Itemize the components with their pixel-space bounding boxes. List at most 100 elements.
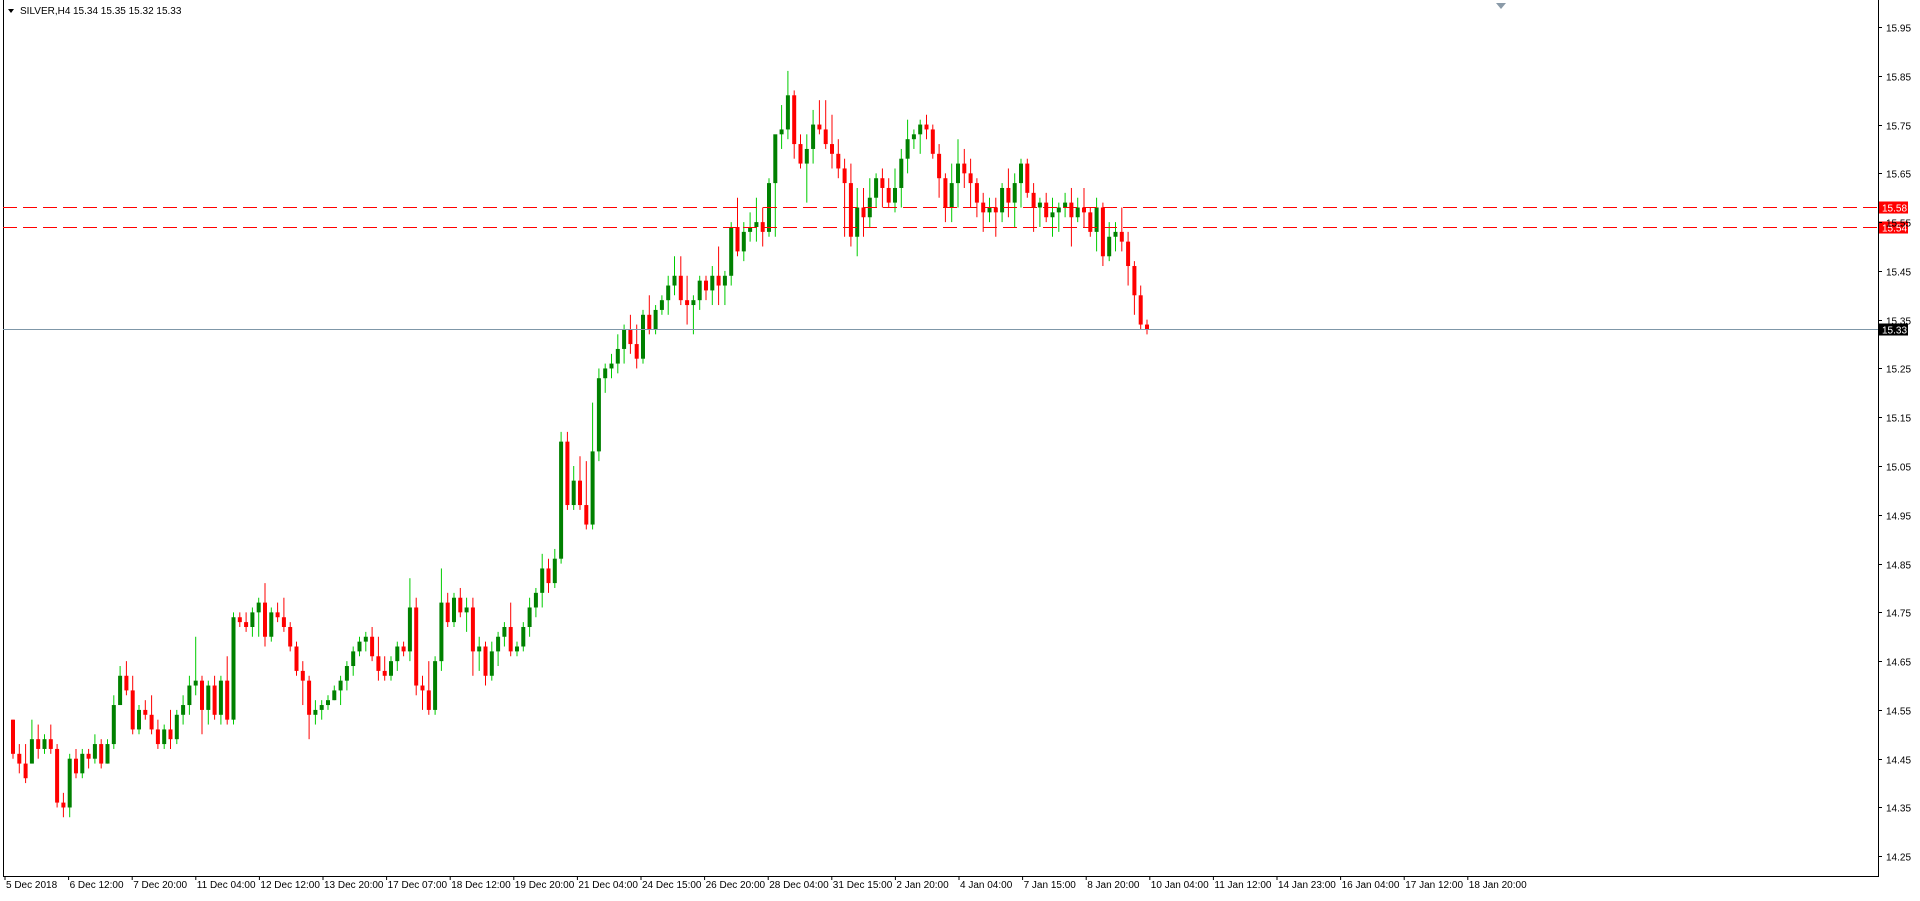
candle-body [792,95,797,145]
candle [496,631,501,667]
candle [357,636,362,657]
candle [181,695,186,725]
candle-body [80,753,85,774]
candle [937,144,942,198]
candle [326,695,330,710]
candle-body [817,124,822,130]
candle [29,719,34,764]
candle-body [571,480,576,506]
candle-body [697,280,702,301]
candle-body [344,666,349,681]
candle-body [1044,202,1049,218]
candle-body [659,300,664,310]
time-tick-label: 4 Jan 04:00 [960,880,1013,891]
candle [785,70,790,140]
time-tick-label: 8 Jan 20:00 [1087,880,1140,891]
candle [401,641,406,657]
candle [811,109,816,164]
candle-body [974,183,979,203]
candle [804,134,809,203]
candle [1119,207,1124,252]
candle-body [760,222,765,232]
candle-body [704,280,708,291]
candle-body [1063,202,1068,208]
chart-shift-marker-icon[interactable] [1496,3,1506,9]
candle-body [855,207,860,237]
symbol-dropdown-icon[interactable] [8,9,14,13]
candle-body [899,158,904,188]
candle-body [1119,231,1124,242]
candle-body [370,636,375,657]
candle [899,148,904,208]
candle-body [993,207,998,213]
candle-body [1006,187,1011,203]
candle-body [218,680,223,715]
candle-body [36,739,41,749]
candle-body [911,134,916,140]
candle-body [798,144,803,164]
candle [433,656,438,715]
time-tick-label: 11 Jan 12:00 [1214,880,1272,891]
candle [628,314,633,354]
candle [275,602,280,623]
candle-body [445,602,450,623]
candle-body [603,368,608,379]
price-tick-label: 14.75 [1886,609,1911,620]
candle-body [1012,183,1017,203]
candle-body [275,612,280,618]
candle-body [930,129,935,154]
candle-body [1138,295,1143,325]
candle [596,368,601,462]
price-tick-label: 14.45 [1886,756,1911,767]
time-tick-label: 26 Dec 20:00 [706,880,766,891]
candle-body [540,568,545,593]
candle-body [61,802,66,808]
time-tick-label: 12 Dec 12:00 [260,880,320,891]
candle [464,597,469,632]
candle-body [250,612,255,627]
candle [968,158,973,208]
candle [344,661,349,691]
candle-body [1056,207,1061,213]
candle-body [565,441,570,506]
candle-body [584,505,589,525]
candle-body [842,168,847,184]
candle-body [464,607,469,613]
candle-body [496,636,501,652]
candle [288,622,293,652]
candle-body [552,558,557,584]
candle [578,456,582,510]
candle [42,734,47,754]
candle-body [244,622,249,627]
candle-body [124,675,129,691]
candle [351,646,356,676]
candle-body [1126,241,1131,267]
time-tick-label: 18 Jan 20:00 [1469,880,1527,891]
candle-body [578,480,582,506]
price-tick-label: 15.75 [1886,122,1911,133]
candle [1012,173,1017,227]
candle-body [326,700,330,706]
candle [313,700,318,725]
time-tick-label: 5 Dec 2018 [6,880,58,891]
candle [55,744,60,808]
candle [779,105,784,149]
candle-body [943,178,948,208]
candle-body [905,139,910,159]
price-tick-label: 15.95 [1886,24,1911,35]
candle [533,587,538,618]
candle [842,158,847,237]
candle-body [338,680,343,691]
price-tick-label: 15.25 [1886,365,1911,376]
candle-body [263,602,267,637]
candle-body [143,709,148,715]
candle-body [937,153,942,179]
candle [256,597,261,637]
price-tick-label: 14.85 [1886,561,1911,572]
candle [370,626,375,662]
candle-body [735,226,740,252]
candle-body [426,690,431,710]
candle-body [439,602,444,662]
